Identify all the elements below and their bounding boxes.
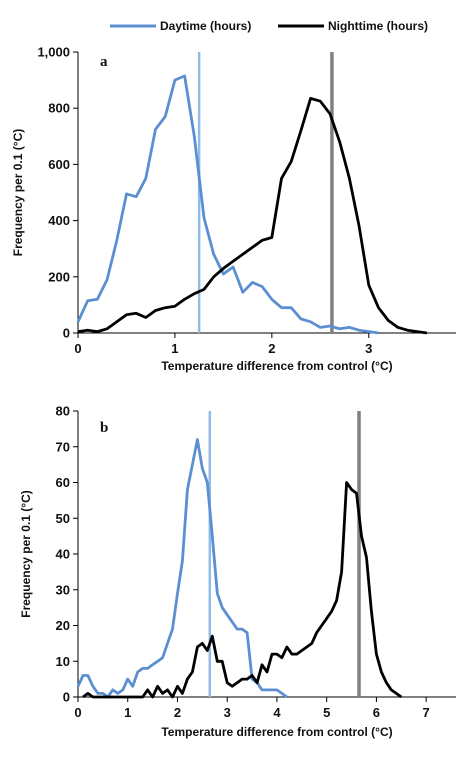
y-axis-label: Frequency per 0.1 (°C): [19, 490, 33, 618]
y-tick-label: 40: [56, 547, 70, 562]
x-tick-label: 0: [74, 341, 81, 356]
x-tick-label: 4: [273, 705, 281, 720]
x-tick-label: 3: [224, 705, 231, 720]
x-tick-label: 1: [124, 705, 131, 720]
panel-label: b: [100, 420, 108, 436]
x-axis-label: Temperature difference from control (°C): [161, 359, 392, 373]
y-tick-label: 30: [56, 582, 70, 597]
x-tick-label: 3: [365, 341, 372, 356]
x-tick-label: 5: [323, 705, 330, 720]
y-tick-label: 800: [48, 101, 70, 116]
y-tick-label: 20: [56, 618, 70, 633]
nighttime-series-line: [77, 97, 428, 335]
nighttime-series-line: [82, 481, 403, 699]
chart-panel-b: 0 10 20 30 40 50 60 70 80 0 1 2 3 4 5 6 7 Temperature dif…: [19, 404, 456, 739]
chart-panel-a: 0 200 400 600 800 1,000 0 1 2 3 Temperature differ…: [11, 45, 456, 373]
legend-night-label: Nighttime (hours): [328, 19, 428, 33]
y-tick-label: 0: [63, 326, 70, 341]
y-tick-label: 200: [48, 269, 70, 284]
y-axis-label: Frequency per 0.1 (°C): [11, 129, 25, 257]
x-tick-label: 2: [174, 705, 181, 720]
x-tick-label: 0: [74, 705, 81, 720]
legend-day-label: Daytime (hours): [160, 19, 251, 33]
y-tick-label: 50: [56, 511, 70, 526]
y-tick-label: 60: [56, 475, 70, 490]
legend: Daytime (hours) Nighttime (hours): [110, 19, 428, 33]
daytime-series-line: [76, 74, 379, 335]
x-tick-label: 2: [268, 341, 275, 356]
daytime-series-line: [76, 438, 288, 699]
y-tick-label: 0: [63, 690, 70, 705]
y-tick-label: 10: [56, 654, 70, 669]
y-tick-label: 600: [48, 157, 70, 172]
y-tick-label: 80: [56, 404, 70, 419]
y-tick-label: 1,000: [37, 45, 70, 60]
y-tick-label: 70: [56, 439, 70, 454]
panel-label: a: [100, 54, 108, 70]
y-tick-label: 400: [48, 213, 70, 228]
x-tick-label: 7: [423, 705, 430, 720]
x-tick-label: 6: [373, 705, 380, 720]
x-tick-label: 1: [171, 341, 178, 356]
x-axis-label: Temperature difference from control (°C): [161, 725, 392, 739]
